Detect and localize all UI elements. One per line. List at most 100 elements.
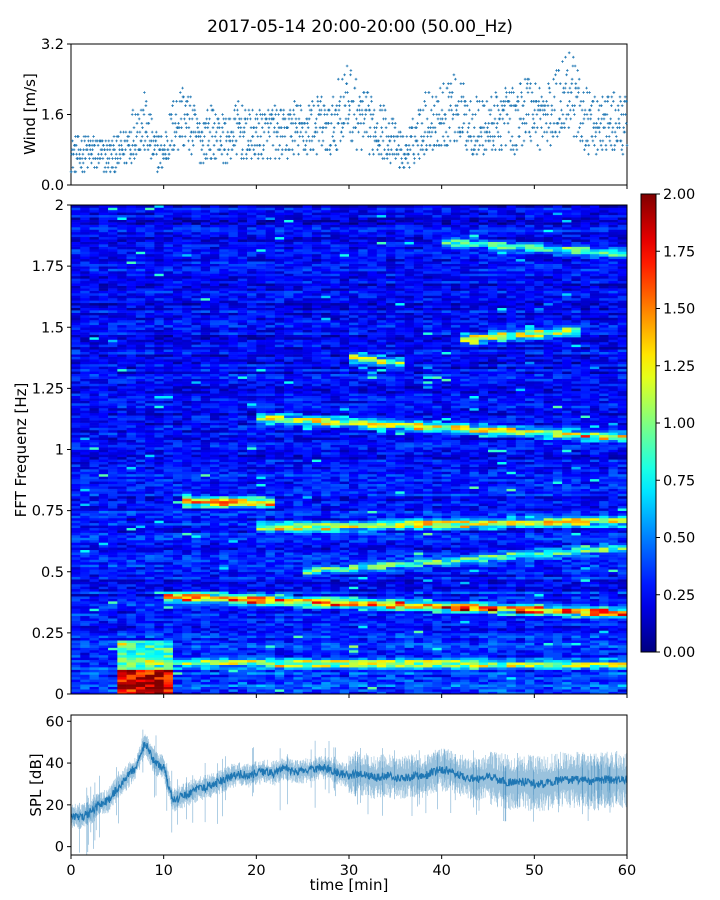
spectrogram-cell bbox=[247, 613, 257, 617]
spectrogram-cell bbox=[599, 645, 609, 648]
spectrogram-cell bbox=[488, 588, 498, 592]
spectrogram-cell bbox=[488, 689, 498, 692]
spectrogram-cell bbox=[80, 596, 90, 599]
spectrogram-cell bbox=[219, 642, 229, 646]
spectrogram-cell bbox=[98, 674, 109, 678]
spectrogram-cell bbox=[256, 645, 266, 648]
spectrogram-cell bbox=[182, 598, 192, 602]
spectrogram-cell bbox=[163, 672, 174, 675]
spectrogram-cell bbox=[311, 493, 322, 497]
spectrogram-cell bbox=[608, 681, 619, 685]
spectrogram-cell bbox=[321, 672, 331, 675]
spectrogram-cell bbox=[200, 557, 211, 560]
spectrogram-cell bbox=[441, 566, 452, 570]
spectrogram-cell bbox=[562, 586, 572, 590]
spectrogram-cell bbox=[589, 574, 600, 577]
spectrogram-cell bbox=[108, 691, 118, 694]
spectrogram-cell bbox=[210, 500, 220, 504]
spectrogram-cell bbox=[386, 686, 396, 690]
spectrogram-cell bbox=[525, 635, 535, 639]
spectrogram-cell bbox=[126, 586, 137, 590]
spectrogram-cell bbox=[256, 503, 266, 507]
spectrogram-cell bbox=[580, 686, 591, 690]
spectrogram-cell bbox=[108, 549, 118, 553]
spectrogram-cell bbox=[589, 586, 600, 590]
spectrogram-cell bbox=[237, 635, 248, 639]
spectrogram-cell bbox=[376, 542, 387, 546]
spectrogram-cell bbox=[571, 681, 581, 685]
spectrogram-cell bbox=[404, 623, 415, 626]
spectrogram-cell bbox=[367, 669, 378, 673]
spectrogram-cell bbox=[608, 557, 619, 560]
spectrogram-cell bbox=[256, 679, 266, 683]
spectrogram-cell bbox=[534, 689, 544, 692]
spectrogram-cell bbox=[145, 645, 155, 648]
spectrogram-cell bbox=[404, 493, 415, 497]
spectrogram-cell bbox=[256, 557, 266, 560]
spectrogram-cell bbox=[182, 659, 192, 663]
spectrogram-cell bbox=[497, 569, 507, 573]
spectrogram-cell bbox=[506, 527, 517, 531]
spectrogram-cell bbox=[617, 517, 627, 521]
spectrogram-cell bbox=[293, 495, 303, 499]
spectrogram-cell bbox=[191, 532, 202, 536]
spectrogram-cell bbox=[571, 645, 581, 648]
spectrogram-cell bbox=[506, 672, 517, 675]
spectrogram-cell bbox=[265, 627, 276, 631]
spectrogram-cell bbox=[349, 491, 359, 494]
spectrogram-cell bbox=[608, 491, 619, 494]
spectrogram-cell bbox=[154, 510, 164, 514]
spectrogram-cell bbox=[89, 676, 100, 680]
spectrogram-cell bbox=[367, 535, 378, 538]
spectrogram-cell bbox=[562, 566, 572, 570]
spectrogram-cell bbox=[423, 625, 433, 629]
spectrogram-cell bbox=[182, 566, 192, 570]
spectrogram-cell bbox=[562, 542, 572, 546]
spectrogram-cell bbox=[247, 549, 257, 553]
spectrogram-cell bbox=[617, 530, 627, 533]
spectrogram-cell bbox=[284, 503, 294, 507]
spectrogram-cell bbox=[562, 623, 572, 626]
spectrogram-cell bbox=[488, 491, 498, 494]
spectrogram-cell bbox=[98, 598, 109, 602]
spectrogram-cell bbox=[108, 535, 118, 538]
spectrogram-cell bbox=[404, 652, 415, 656]
spectrogram-cell bbox=[145, 637, 155, 641]
spectrogram-cell bbox=[80, 647, 90, 651]
spectrogram-cell bbox=[339, 640, 350, 643]
spectrogram-cell bbox=[182, 618, 192, 621]
spectrogram-cell bbox=[478, 552, 489, 555]
spectrogram-cell bbox=[274, 557, 285, 560]
spectrogram-cell bbox=[321, 571, 331, 575]
spectrogram-cell bbox=[191, 513, 202, 516]
spectrogram-cell bbox=[98, 513, 109, 516]
spectrogram-cell bbox=[376, 569, 387, 573]
spectrogram-cell bbox=[154, 503, 164, 507]
spectrogram-cell bbox=[219, 522, 229, 526]
spectrogram-cell bbox=[617, 630, 627, 634]
spectrogram-cell bbox=[506, 491, 517, 494]
spectrogram-cell bbox=[89, 579, 100, 582]
spectrogram-cell bbox=[265, 588, 276, 592]
spectrogram-cell bbox=[525, 627, 535, 631]
spectrogram-cell bbox=[367, 525, 378, 529]
spectrogram-cell bbox=[247, 689, 257, 692]
spectrogram-cell bbox=[172, 664, 183, 668]
spectrogram-cell bbox=[552, 517, 563, 521]
spectrogram-cell bbox=[571, 500, 581, 504]
spectrogram-cell bbox=[265, 552, 276, 555]
spectrogram-cell bbox=[589, 598, 600, 602]
spectrogram-cell bbox=[562, 571, 572, 575]
spectrogram-cell bbox=[617, 613, 627, 617]
spectrogram-cell bbox=[191, 510, 202, 514]
spectrogram-cell bbox=[302, 691, 313, 694]
spectrogram-cell bbox=[534, 520, 544, 524]
spectrogram-cell bbox=[135, 564, 146, 568]
spectrogram-cell bbox=[617, 525, 627, 529]
spectrogram-cell bbox=[89, 613, 100, 617]
spectrogram-cell bbox=[145, 672, 155, 675]
spectrogram-cell bbox=[413, 508, 424, 511]
spectrogram-cell bbox=[98, 615, 109, 619]
spectrogram-cell bbox=[423, 515, 433, 519]
spectrogram-cell bbox=[71, 649, 81, 653]
